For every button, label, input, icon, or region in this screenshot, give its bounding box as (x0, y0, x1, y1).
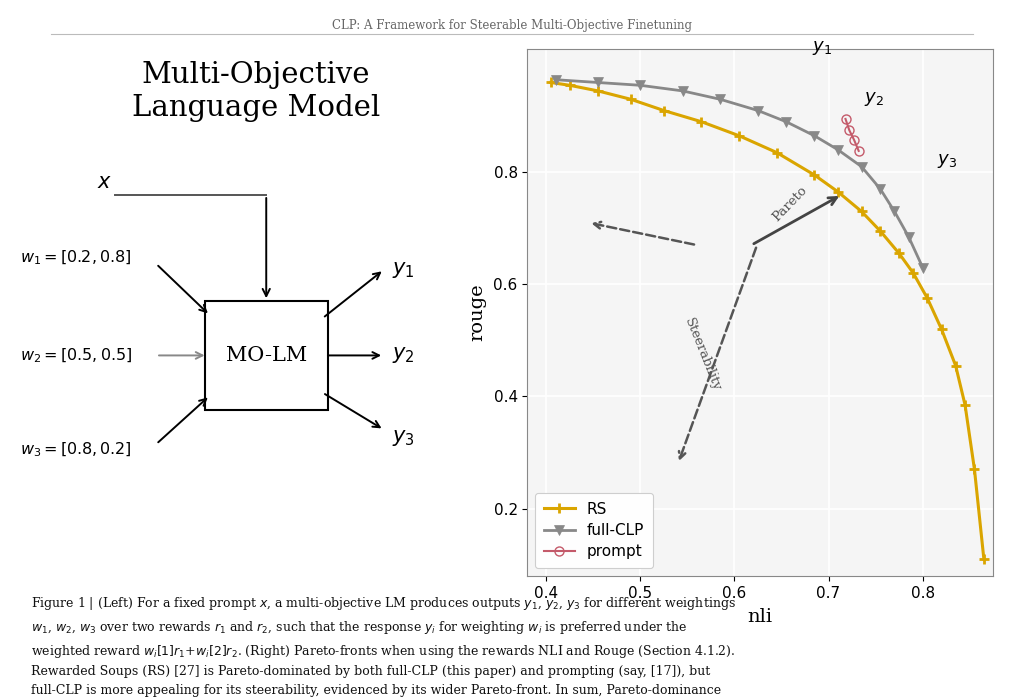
RS (625, 95, 637, 103)
prompt (840, 114, 852, 123)
RS (949, 362, 962, 370)
full-CLP (916, 263, 929, 272)
full-CLP (902, 232, 914, 241)
RS (657, 106, 670, 114)
RS (969, 465, 981, 473)
RS (935, 325, 947, 334)
Text: $x$: $x$ (97, 173, 113, 192)
prompt (843, 126, 855, 134)
Line: prompt: prompt (841, 114, 863, 156)
Text: MO-LM: MO-LM (225, 346, 307, 365)
RS (545, 78, 557, 87)
Line: full-CLP: full-CLP (550, 75, 928, 273)
Text: $y_3$: $y_3$ (392, 429, 415, 448)
Text: $w_1 = [0.2, 0.8]$: $w_1 = [0.2, 0.8]$ (20, 249, 132, 267)
full-CLP (780, 117, 793, 126)
RS (592, 87, 604, 95)
Legend: RS, full-CLP, prompt: RS, full-CLP, prompt (535, 493, 653, 568)
Text: CLP: A Framework for Steerable Multi-Objective Finetuning: CLP: A Framework for Steerable Multi-Obj… (332, 19, 692, 31)
prompt (853, 147, 865, 155)
Text: $y_2$: $y_2$ (392, 346, 415, 366)
RS (907, 269, 920, 277)
Text: $y_3$: $y_3$ (937, 152, 956, 170)
Text: $y_2$: $y_2$ (864, 90, 884, 108)
full-CLP (874, 185, 887, 193)
full-CLP (831, 146, 844, 154)
full-CLP (714, 95, 726, 103)
Text: Multi-Objective
Language Model: Multi-Objective Language Model (132, 61, 380, 122)
X-axis label: nli: nli (748, 607, 773, 625)
full-CLP (592, 78, 604, 87)
RS (733, 131, 745, 140)
RS (978, 555, 990, 563)
full-CLP (752, 106, 764, 114)
full-CLP (634, 81, 646, 89)
RS (922, 294, 934, 302)
Line: RS: RS (546, 77, 989, 564)
RS (808, 171, 820, 179)
RS (893, 249, 905, 258)
full-CLP (888, 207, 900, 216)
RS (563, 81, 575, 89)
RS (958, 401, 971, 409)
full-CLP (808, 131, 820, 140)
RS (874, 227, 887, 235)
full-CLP (677, 87, 689, 95)
Text: $w_3 = [0.8, 0.2]$: $w_3 = [0.8, 0.2]$ (20, 440, 132, 459)
full-CLP (855, 163, 867, 171)
Text: $y_1$: $y_1$ (392, 260, 415, 280)
FancyBboxPatch shape (205, 301, 328, 410)
RS (695, 117, 708, 126)
Y-axis label: rouge: rouge (468, 283, 486, 341)
Text: $w_2 = [0.5, 0.5]$: $w_2 = [0.5, 0.5]$ (20, 346, 133, 364)
Text: $y_1$: $y_1$ (812, 39, 831, 57)
prompt (848, 135, 860, 144)
full-CLP (550, 75, 562, 84)
RS (831, 188, 844, 196)
Text: Figure 1 | (Left) For a fixed prompt $x$, a multi-objective LM produces outputs : Figure 1 | (Left) For a fixed prompt $x$… (31, 595, 735, 698)
Text: Pareto: Pareto (770, 184, 810, 224)
RS (771, 149, 783, 157)
Text: Steerability: Steerability (682, 316, 723, 393)
RS (855, 207, 867, 216)
